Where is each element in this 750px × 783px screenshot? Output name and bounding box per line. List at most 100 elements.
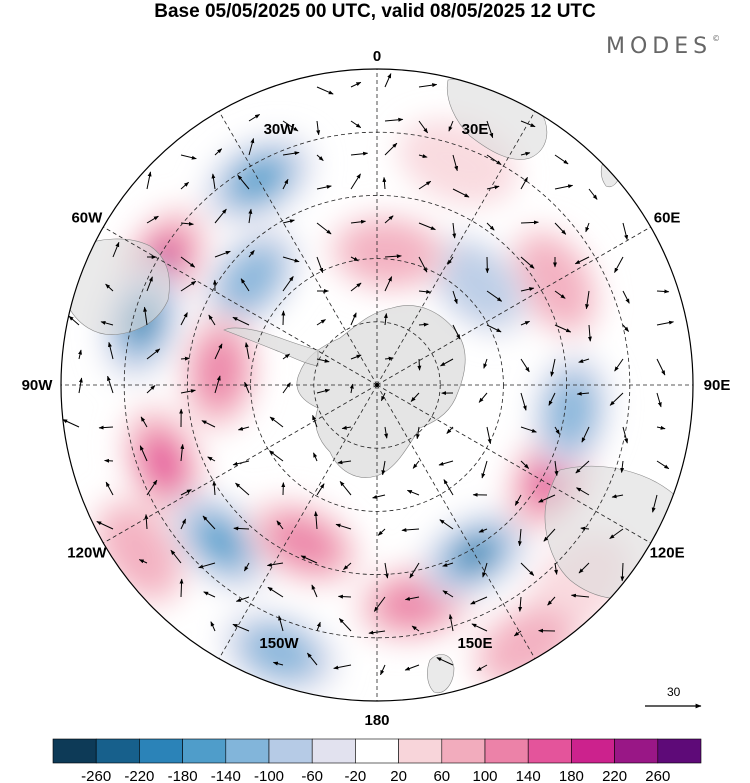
wind-vector <box>146 385 156 394</box>
wind-vector <box>418 322 429 327</box>
colorbar: -260 -220 -180 -140 -100 -60 -20 20 60 100 140 180 2… <box>52 738 702 783</box>
wind-vector <box>180 443 185 462</box>
wind-vector <box>214 250 231 258</box>
wind-vector <box>471 623 488 632</box>
colorbar-swatch <box>225 738 270 764</box>
wind-vector <box>62 419 80 428</box>
wind-vector <box>244 381 250 394</box>
wind-vector <box>517 528 522 547</box>
colorbar-swatch <box>182 738 227 764</box>
wind-vector <box>316 256 324 274</box>
wind-vector <box>307 652 318 666</box>
meridian-line <box>103 384 378 544</box>
wind-vector <box>350 81 362 88</box>
colorbar-tick-label: -60 <box>301 768 323 783</box>
wind-vector <box>520 287 535 292</box>
wind-vector <box>98 425 114 430</box>
wind-vector <box>232 623 250 632</box>
wind-vector <box>486 290 503 302</box>
wind-vector <box>576 487 590 496</box>
wind-vector <box>350 219 366 224</box>
wind-vector <box>587 324 592 342</box>
longitude-label: 150W <box>259 635 299 652</box>
wind-vector <box>105 481 114 496</box>
wind-vector <box>520 320 531 326</box>
wind-vector <box>240 278 250 292</box>
wind-vector <box>207 456 216 462</box>
wind-vector <box>486 185 500 190</box>
wind-vector <box>68 315 80 326</box>
wind-vector <box>341 425 352 430</box>
wind-vector <box>180 489 192 496</box>
wind-vector <box>411 625 420 632</box>
wind-vector <box>316 483 325 496</box>
anomaly-cell <box>417 508 533 602</box>
wind-vector <box>139 445 148 462</box>
wind-vector <box>410 392 420 402</box>
wind-vector <box>486 120 494 139</box>
wind-vector <box>235 482 250 496</box>
wind-vector <box>180 256 196 268</box>
wind-vector <box>282 275 294 292</box>
colorbar-tick-label: 100 <box>472 768 497 783</box>
wind-vector <box>350 151 369 156</box>
wind-vector <box>339 481 352 496</box>
anomaly-cell <box>326 212 451 294</box>
wind-vector <box>418 120 429 134</box>
colorbar-tick-label: 20 <box>390 768 407 783</box>
wind-vector <box>418 222 436 231</box>
longitude-label: 90E <box>704 377 731 394</box>
wind-vector <box>248 113 261 122</box>
wind-vector <box>578 358 590 363</box>
meridian-line <box>218 384 378 659</box>
map-border <box>60 68 694 702</box>
wind-vector <box>202 515 216 530</box>
colorbar-tick-label: 260 <box>645 768 670 783</box>
wind-vector <box>611 494 624 499</box>
wind-vector <box>550 358 556 377</box>
colorbar-swatch <box>657 738 702 764</box>
wind-vector <box>316 120 321 136</box>
colorbar-tick-label: 220 <box>602 768 627 783</box>
wind-vector <box>180 389 196 394</box>
wind-vector <box>105 283 114 292</box>
wind-vector <box>384 142 398 156</box>
longitude-label: 180 <box>364 712 389 729</box>
wind-vector <box>372 494 386 499</box>
wind-vector <box>415 426 420 440</box>
wind-vector <box>335 523 352 530</box>
wind-vector <box>656 358 666 376</box>
longitude-label: 0 <box>373 48 381 65</box>
wind-vector <box>520 256 535 269</box>
wind-vector <box>406 489 420 496</box>
wind-vector <box>350 354 362 360</box>
wind-vector <box>282 219 295 224</box>
wind-vector <box>281 310 286 326</box>
longitude-label: 120W <box>67 545 107 562</box>
wind-vector <box>447 256 454 265</box>
wind-vector <box>620 460 625 473</box>
wind-vector <box>486 324 502 333</box>
wind-vector <box>609 392 624 406</box>
wind-vector <box>384 254 402 259</box>
anomaly-field <box>90 119 631 696</box>
colorbar-swatch <box>571 738 615 764</box>
wind-vector <box>570 593 590 598</box>
wind-vector <box>384 73 392 88</box>
wind-vector <box>269 416 284 428</box>
wind-vector <box>554 460 559 477</box>
wind-vector <box>518 596 523 612</box>
wind-vector <box>520 358 530 373</box>
wind-vector <box>576 391 590 396</box>
wind-vector <box>554 426 560 435</box>
wind-vector <box>418 180 432 190</box>
wind-vector <box>233 526 250 531</box>
graticule <box>61 69 693 701</box>
wind-vector <box>232 316 250 326</box>
wind-vector <box>282 178 289 190</box>
wind-vector <box>581 426 590 443</box>
wind-vector <box>538 494 556 503</box>
wind-vector <box>108 341 114 360</box>
south-pole-marker <box>375 383 379 387</box>
